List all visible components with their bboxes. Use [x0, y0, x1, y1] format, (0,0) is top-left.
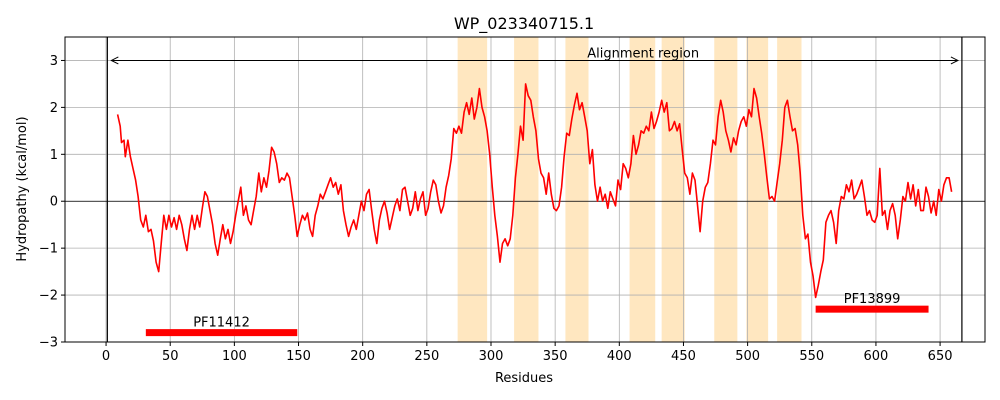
y-tick-label: 1 [50, 148, 58, 163]
tm-region-band-2 [514, 37, 539, 342]
x-tick-label: 650 [928, 349, 953, 364]
y-ticks: −3 −2 −1 0 1 2 3 [39, 54, 65, 351]
x-tick-label: 600 [864, 349, 889, 364]
tm-region-band-1 [457, 37, 488, 342]
tm-region-band-5 [661, 37, 685, 342]
domain-layer: PF11412 PF13899 [145, 292, 929, 337]
x-tick-label: 550 [799, 349, 824, 364]
tm-region-band-3 [565, 37, 589, 342]
x-axis-label: Residues [495, 371, 553, 386]
hydropathy-line [116, 83, 953, 299]
series-layer [116, 83, 953, 299]
x-tick-label: 100 [222, 349, 247, 364]
tm-region-bands [457, 37, 802, 342]
tm-region-band-6 [714, 37, 738, 342]
x-tick-label: 0 [102, 349, 110, 364]
domain-bar-pf13899 [815, 305, 929, 313]
tm-region-band-8 [777, 37, 802, 342]
alignment-region-label: Alignment region [587, 46, 699, 61]
alignment-arrow-right-head [950, 56, 960, 65]
x-tick-label: 350 [543, 349, 568, 364]
domain-label-pf13899: PF13899 [844, 292, 901, 307]
y-tick-label: 0 [50, 195, 58, 210]
reference-lines [65, 37, 985, 342]
domain-bar-pf11412 [145, 329, 298, 337]
alignment-layer: Alignment region [110, 46, 960, 65]
y-tick-label: −3 [39, 336, 58, 351]
chart-title: WP_023340715.1 [454, 14, 594, 34]
tm-region-band-7 [746, 37, 769, 342]
y-tick-label: 2 [50, 101, 58, 116]
x-tick-label: 500 [735, 349, 760, 364]
x-tick-label: 50 [162, 349, 179, 364]
y-tick-label: 3 [50, 54, 58, 69]
tm-region-band-4 [629, 37, 656, 342]
y-tick-label: −2 [39, 289, 58, 304]
alignment-arrow-left-head [110, 56, 119, 65]
x-tick-label: 400 [607, 349, 632, 364]
x-tick-label: 450 [671, 349, 696, 364]
y-axis-label: Hydropathy (kcal/mol) [15, 116, 30, 261]
x-tick-label: 150 [286, 349, 311, 364]
x-tick-label: 300 [479, 349, 504, 364]
x-tick-label: 250 [414, 349, 439, 364]
x-tick-label: 200 [350, 349, 375, 364]
plot-frame [64, 36, 986, 343]
y-tick-label: −1 [39, 242, 58, 257]
x-ticks: 0 50 100 150 200 250 300 350 400 450 500 550 600 650 [102, 342, 953, 364]
domain-label-pf11412: PF11412 [193, 316, 250, 331]
